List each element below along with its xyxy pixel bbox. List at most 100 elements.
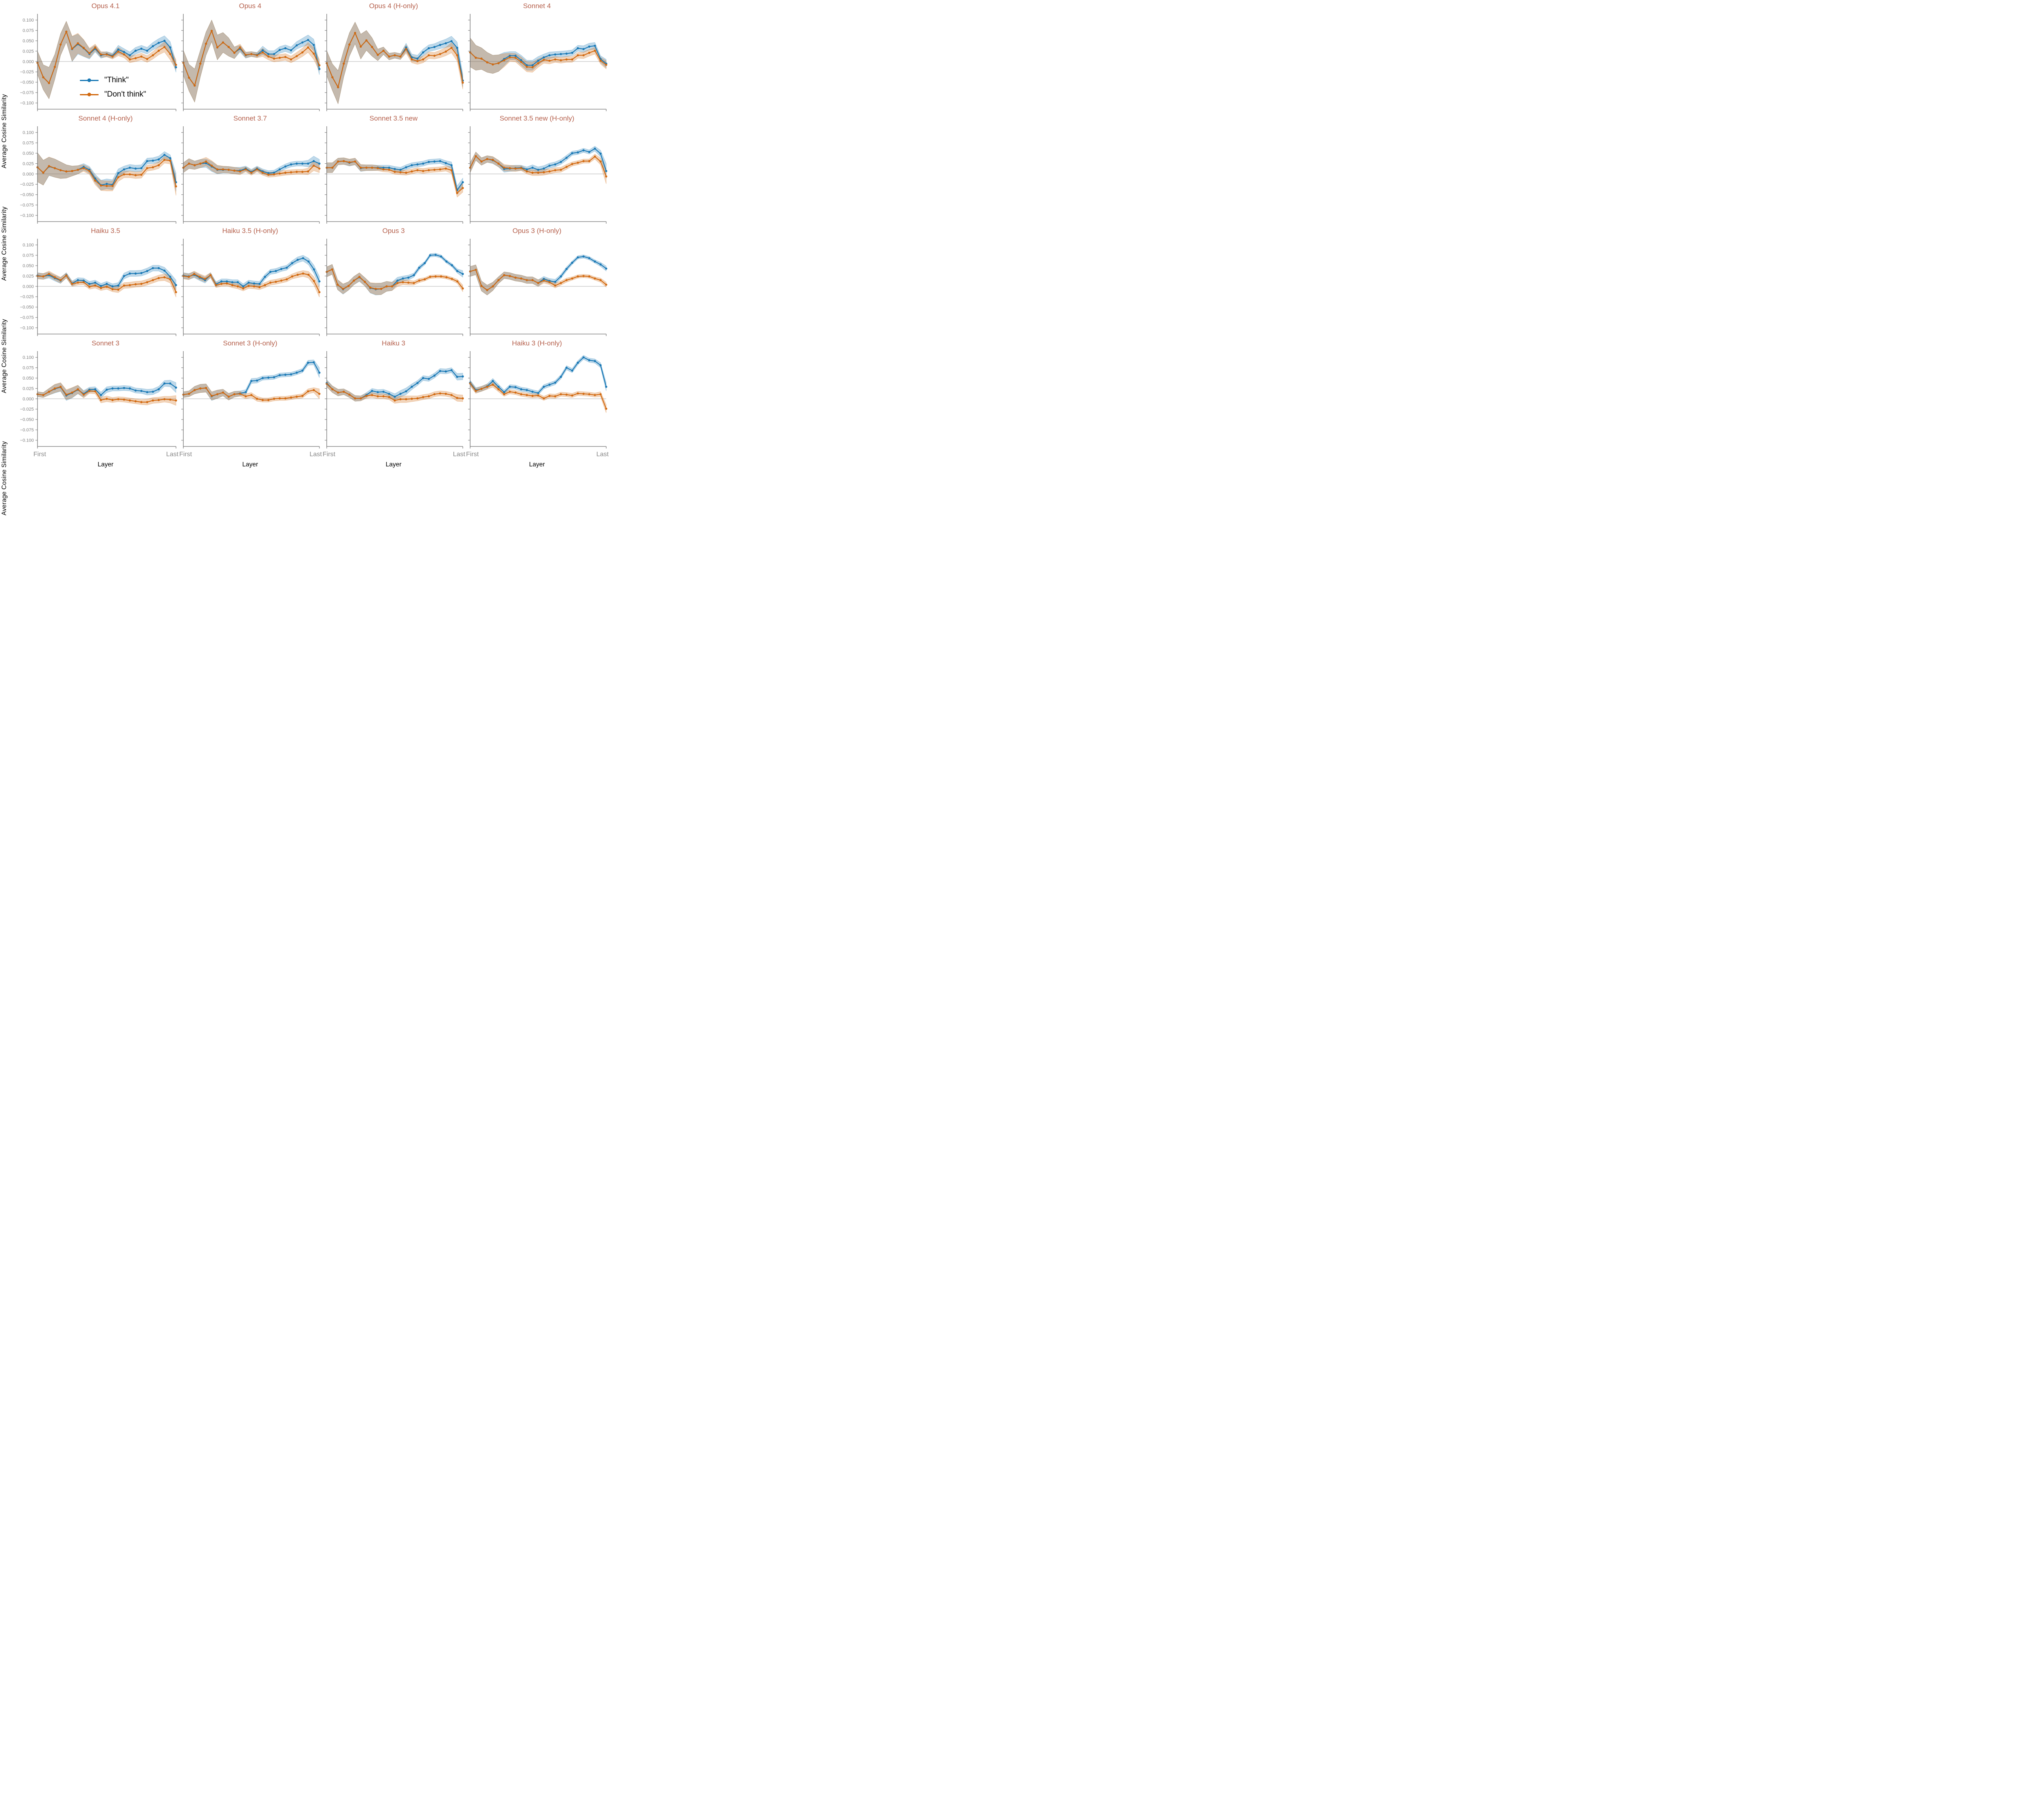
subplot-chart-opus-4-h-only [325, 14, 464, 111]
x-tick-last: Last [166, 451, 178, 458]
subplot-title-haiku-3-5: Haiku 3.5 [91, 227, 120, 235]
subplot-chart-opus-4 [181, 14, 321, 111]
subplot-title-opus-4-1: Opus 4.1 [91, 2, 120, 10]
subplot-title-haiku-3-h-only: Haiku 3 (H-only) [512, 339, 562, 347]
svg-text:0.075: 0.075 [22, 365, 34, 370]
figure-row: Average Cosine Similarity Opus 4.1 0.100 0.… [0, 1, 610, 168]
figure-row: Average Cosine Similarity Sonnet 4 (H-onl… [0, 113, 610, 281]
svg-text:0.025: 0.025 [22, 161, 34, 166]
subplot-opus-3-h-only: Opus 3 (H-only) [465, 226, 609, 338]
subplot-opus-4: Opus 4 [178, 1, 322, 113]
svg-text:0.100: 0.100 [22, 130, 34, 135]
subplot-title-opus-3: Opus 3 [382, 227, 405, 235]
x-tick-last: Last [309, 451, 322, 458]
subplot-title-sonnet-3-7: Sonnet 3.7 [233, 114, 267, 122]
x-tick-last: Last [596, 451, 609, 458]
svg-text:−0.025: −0.025 [20, 182, 34, 187]
y-axis-label: Average Cosine Similarity [1, 441, 8, 516]
subplot-chart-opus-4-1: 0.100 0.075 0.050 0.025 0.000 −0.025 −0.050 −0.… [20, 14, 177, 111]
subplot-sonnet-3-h-only: Sonnet 3 (H-only) First Last Layer [178, 338, 322, 470]
subplot-chart-haiku-3-5: 0.100 0.075 0.050 0.025 0.000 −0.025 −0.050 −0.… [20, 239, 177, 336]
svg-text:0.050: 0.050 [22, 264, 34, 268]
dont-think-line-swatch-icon [80, 92, 99, 97]
figure-row: Average Cosine Similarity Haiku 3.5 0.100 0… [0, 226, 610, 393]
legend-entry-dont: "Don't think" [80, 90, 146, 99]
svg-text:0.100: 0.100 [22, 355, 34, 360]
figure-grid: "Think" "Don't think" Average Cosine Sim… [0, 0, 610, 515]
svg-text:0.025: 0.025 [22, 386, 34, 391]
y-axis-label-cell: Average Cosine Similarity [0, 338, 11, 515]
subplot-title-sonnet-4-h-only: Sonnet 4 (H-only) [78, 114, 133, 122]
subplot-sonnet-3-5-new-h-only: Sonnet 3.5 new (H-only) [465, 113, 609, 226]
x-tick-labels: First Last [11, 451, 178, 460]
subplot-opus-4-h-only: Opus 4 (H-only) [322, 1, 465, 113]
svg-text:0.100: 0.100 [22, 18, 34, 23]
x-axis-label: Layer [385, 461, 402, 468]
subplot-haiku-3-h-only: Haiku 3 (H-only) First Last Layer [465, 338, 609, 470]
subplot-haiku-3-5-h-only: Haiku 3.5 (H-only) [178, 226, 322, 338]
subplot-chart-opus-3-h-only [468, 239, 607, 336]
subplot-chart-sonnet-4 [468, 14, 607, 111]
legend-label-dont-think: "Don't think" [104, 90, 146, 99]
x-tick-first: First [323, 451, 336, 458]
y-axis-label-cell: Average Cosine Similarity [0, 113, 11, 281]
subplot-chart-haiku-3 [325, 351, 464, 448]
legend-label-think: "Think" [104, 76, 129, 84]
svg-text:−0.075: −0.075 [20, 203, 34, 208]
svg-text:0.075: 0.075 [22, 141, 34, 145]
legend: "Think" "Don't think" [80, 76, 146, 99]
subplot-chart-sonnet-4-h-only: 0.100 0.075 0.050 0.025 0.000 −0.025 −0.050 −0.… [20, 126, 177, 224]
subplot-chart-sonnet-3-7 [181, 126, 321, 224]
subplot-title-opus-4: Opus 4 [239, 2, 262, 10]
x-tick-first: First [33, 451, 46, 458]
svg-text:−0.075: −0.075 [20, 428, 34, 433]
svg-text:0.025: 0.025 [22, 274, 34, 279]
svg-text:−0.075: −0.075 [20, 90, 34, 95]
x-tick-first: First [466, 451, 479, 458]
x-axis-label: Layer [242, 461, 258, 468]
svg-text:0.100: 0.100 [22, 243, 34, 248]
subplot-haiku-3-5: Haiku 3.5 0.100 0.075 0.050 0.025 0.000 −0.025… [11, 226, 178, 338]
svg-text:0.050: 0.050 [22, 151, 34, 156]
subplot-title-sonnet-3: Sonnet 3 [91, 339, 120, 347]
subplot-title-haiku-3-5-h-only: Haiku 3.5 (H-only) [222, 227, 278, 235]
svg-text:−0.100: −0.100 [20, 326, 34, 331]
subplot-chart-sonnet-3: 0.100 0.075 0.050 0.025 0.000 −0.025 −0.050 −0.… [20, 351, 177, 448]
subplot-sonnet-3: Sonnet 3 0.100 0.075 0.050 0.025 0.000 −0.025 −… [11, 338, 178, 470]
think-line-swatch-icon [80, 78, 99, 82]
subplot-opus-4-1: Opus 4.1 0.100 0.075 0.050 0.025 0.000 −0.025 −… [11, 1, 178, 113]
subplot-title-sonnet-4: Sonnet 4 [523, 2, 551, 10]
legend-entry-think: "Think" [80, 76, 146, 85]
x-tick-last: Last [453, 451, 465, 458]
svg-text:−0.050: −0.050 [20, 193, 34, 198]
svg-text:0.000: 0.000 [22, 284, 34, 289]
subplot-haiku-3: Haiku 3 First Last Layer [322, 338, 465, 470]
y-axis-label-cell: Average Cosine Similarity [0, 226, 11, 393]
x-axis-label: Layer [97, 461, 114, 468]
svg-text:0.000: 0.000 [22, 397, 34, 402]
subplot-chart-haiku-3-h-only [468, 351, 607, 448]
svg-text:0.050: 0.050 [22, 39, 34, 44]
figure-row: Average Cosine Similarity Sonnet 3 0.100 0.… [0, 338, 610, 515]
y-axis-label-cell: Average Cosine Similarity [0, 1, 11, 168]
svg-text:−0.100: −0.100 [20, 101, 34, 106]
subplot-title-haiku-3: Haiku 3 [382, 339, 405, 347]
svg-text:−0.100: −0.100 [20, 438, 34, 443]
subplot-title-sonnet-3-5-new-h-only: Sonnet 3.5 new (H-only) [499, 114, 574, 122]
x-tick-labels: First Last [322, 451, 465, 460]
svg-text:−0.025: −0.025 [20, 295, 34, 299]
dont-think-line [327, 160, 463, 193]
subplot-sonnet-3-5-new: Sonnet 3.5 new [322, 113, 465, 226]
svg-text:−0.025: −0.025 [20, 70, 34, 75]
svg-text:−0.050: −0.050 [20, 305, 34, 310]
subplot-title-opus-4-h-only: Opus 4 (H-only) [369, 2, 418, 10]
subplot-sonnet-4: Sonnet 4 [465, 1, 609, 113]
subplot-chart-opus-3 [325, 239, 464, 336]
svg-text:0.000: 0.000 [22, 59, 34, 64]
subplot-opus-3: Opus 3 [322, 226, 465, 338]
svg-text:−0.025: −0.025 [20, 407, 34, 412]
subplot-chart-sonnet-3-5-new [325, 126, 464, 224]
svg-text:−0.050: −0.050 [20, 80, 34, 85]
svg-text:−0.075: −0.075 [20, 315, 34, 320]
svg-text:0.050: 0.050 [22, 376, 34, 381]
